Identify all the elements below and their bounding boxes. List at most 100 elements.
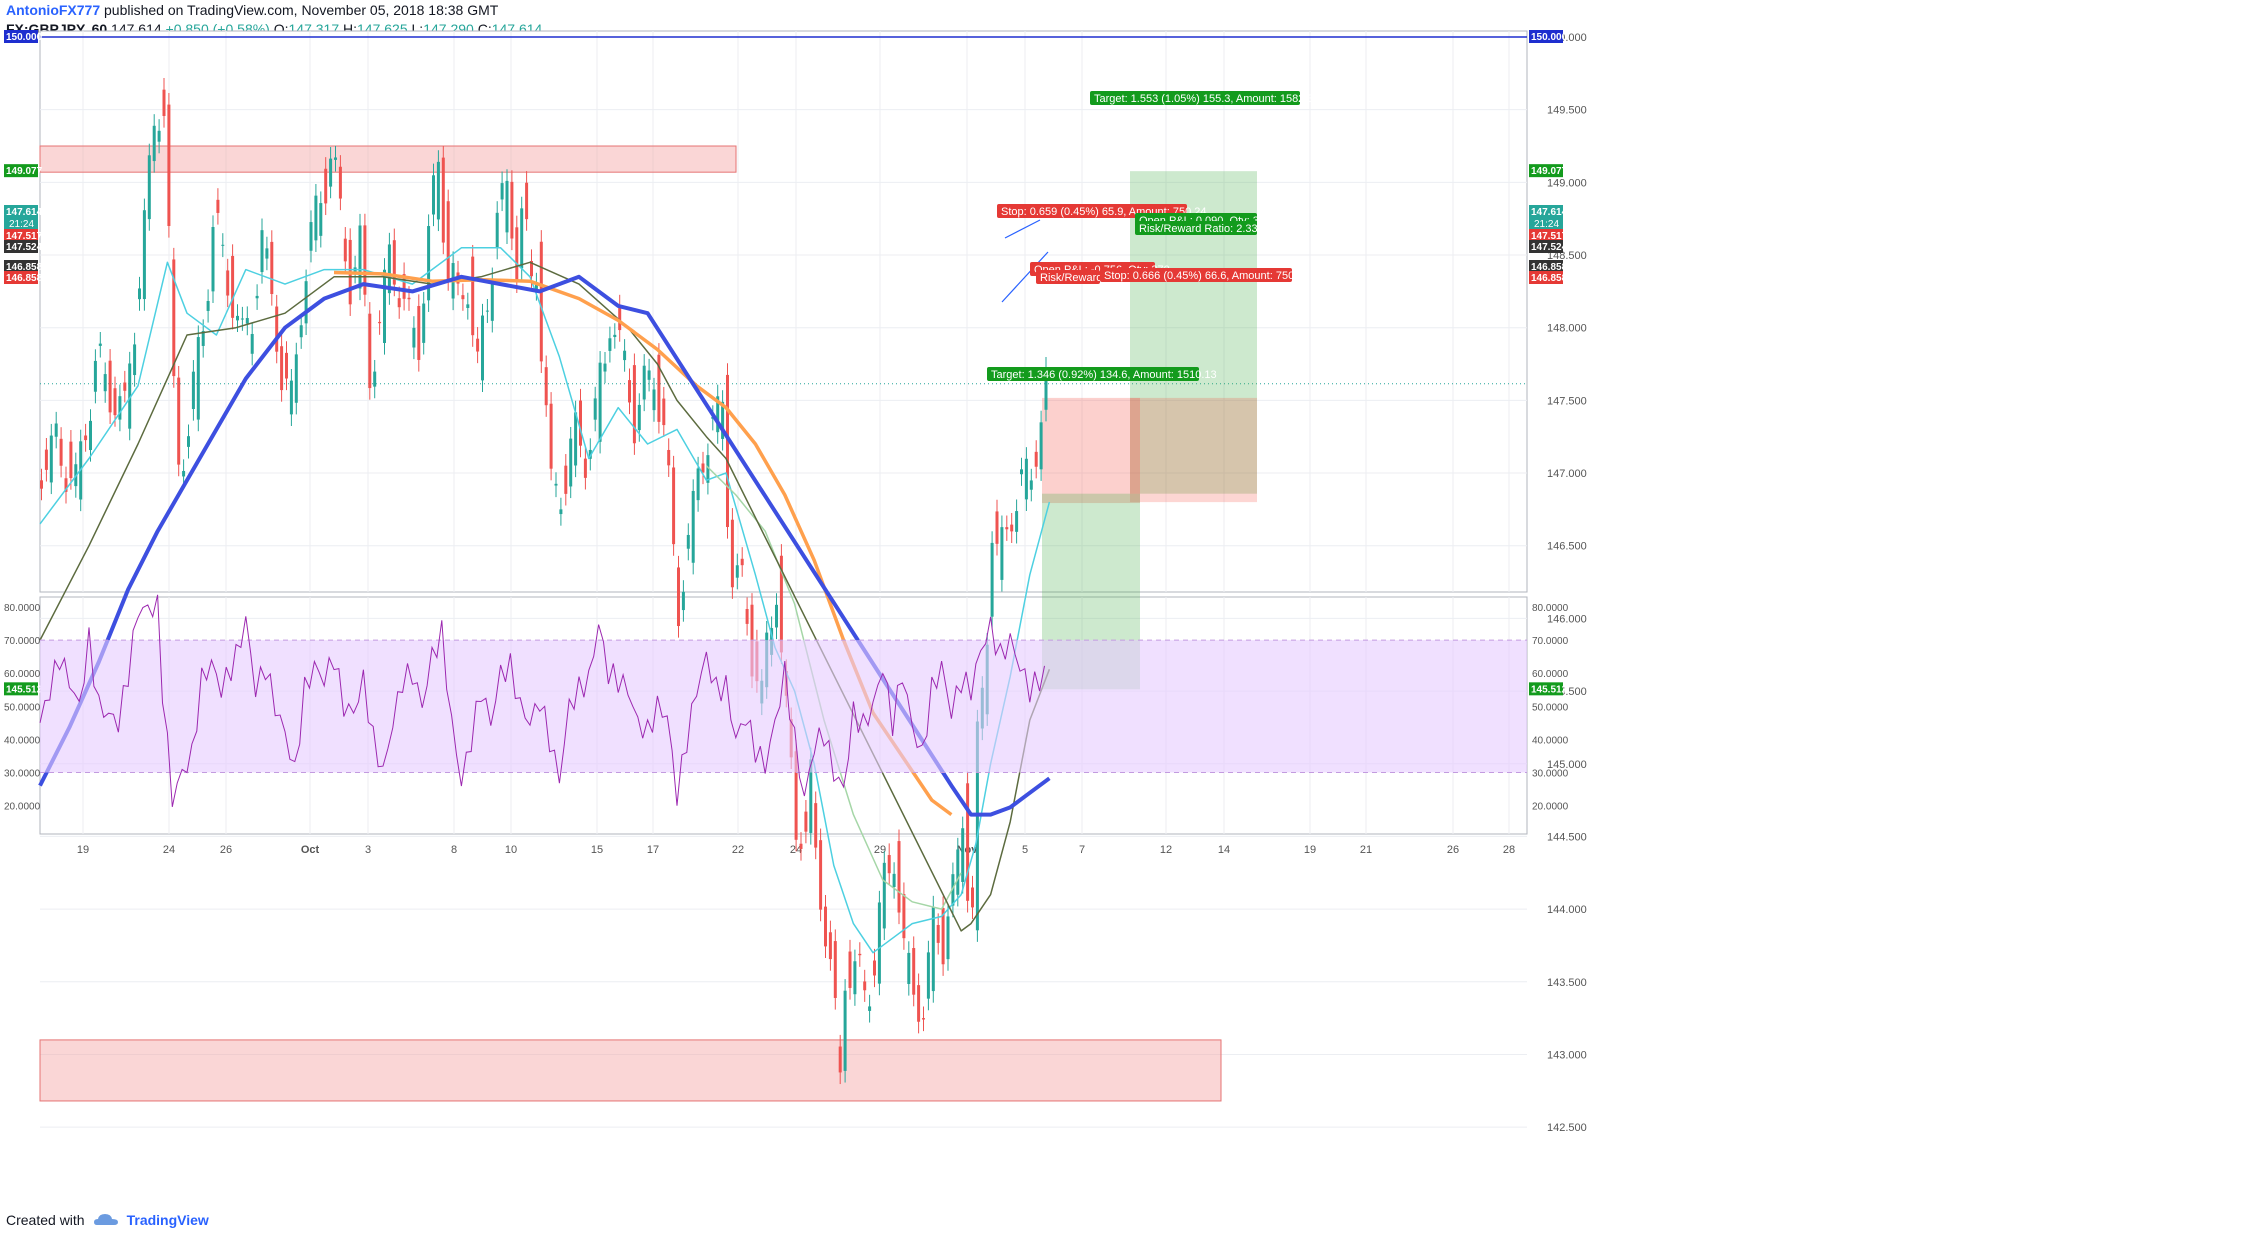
right-price-tag: 146.858	[1531, 273, 1568, 284]
candle	[255, 295, 259, 299]
left-price-tag-bg	[4, 271, 38, 284]
rsi-tick-right: 50.0000	[1532, 702, 1569, 713]
candle	[417, 305, 421, 360]
candle	[647, 370, 651, 380]
candle	[726, 374, 729, 528]
left-price-tag: 147.524	[6, 242, 43, 253]
left-price-tag-bg	[4, 260, 38, 273]
moving-average-line	[39, 247, 1051, 954]
time-tick-label: 28	[1503, 844, 1515, 856]
candle	[265, 248, 269, 259]
candle	[304, 281, 308, 324]
price-tick-label: 149.000	[1547, 177, 1587, 189]
candle	[201, 330, 205, 346]
author-link[interactable]: AntonioFX777	[6, 2, 101, 18]
candle	[559, 509, 563, 515]
rsi-band	[40, 640, 1527, 773]
left-price-tag: 149.077	[6, 166, 43, 177]
time-tick-label: 10	[505, 844, 517, 856]
candle	[309, 222, 313, 251]
price-tick-label: 143.500	[1547, 977, 1587, 989]
candle	[123, 382, 127, 391]
time-tick-label: 17	[647, 844, 659, 856]
moving-average-line	[39, 261, 1051, 932]
time-tick-label: 19	[77, 844, 89, 856]
rsi-tick-left: 60.0000	[4, 669, 41, 680]
candle	[877, 902, 881, 984]
time-tick-label: 24	[163, 844, 175, 856]
rsi-tick-right: 80.0000	[1532, 603, 1569, 614]
candle	[1015, 511, 1019, 532]
candle	[696, 468, 700, 501]
candle	[637, 404, 641, 431]
candle	[515, 227, 519, 282]
candle	[775, 604, 778, 628]
rsi-tick-right: 40.0000	[1532, 735, 1569, 746]
left-price-tag: 146.858	[6, 273, 43, 284]
candle	[1010, 524, 1014, 532]
left-price-tag-bg	[4, 229, 38, 242]
candle	[828, 932, 832, 960]
right-price-tag-bg	[1529, 240, 1563, 253]
candle	[618, 306, 622, 331]
candle	[716, 396, 720, 433]
candle	[549, 403, 553, 469]
candle	[554, 483, 558, 486]
candle	[1005, 527, 1009, 530]
publish-line: AntonioFX777 published on TradingView.co…	[6, 2, 498, 18]
candle	[863, 981, 867, 991]
candle	[907, 952, 911, 984]
candle	[897, 841, 901, 913]
short-stop-label-bg	[1100, 268, 1292, 282]
right-price-tag: 147.517	[1531, 231, 1568, 242]
candle	[289, 380, 293, 415]
candle	[628, 380, 631, 403]
time-tick-label: Oct	[301, 844, 320, 856]
candle	[735, 565, 739, 578]
candle	[422, 303, 426, 343]
candle	[1039, 422, 1043, 470]
candle	[461, 295, 465, 300]
candle	[378, 321, 382, 324]
candle	[466, 304, 470, 308]
candle	[446, 201, 450, 280]
candle	[873, 960, 876, 976]
candle	[206, 301, 210, 311]
candle	[236, 315, 239, 321]
candle	[226, 270, 230, 296]
candle	[49, 435, 53, 483]
candle	[858, 953, 862, 956]
candle	[177, 377, 181, 465]
candle	[397, 298, 401, 308]
time-tick-label: 14	[1218, 844, 1230, 856]
price-tick-label: 145.000	[1547, 759, 1587, 771]
candle	[912, 948, 916, 995]
long-rr-label: Risk/Reward Ratio: 2.33	[1139, 223, 1258, 235]
candle	[794, 751, 798, 840]
price-tick-label: 142.500	[1547, 1122, 1587, 1134]
candle	[432, 175, 435, 215]
candle	[598, 362, 602, 442]
time-tick-label: 7	[1079, 844, 1085, 856]
time-tick-label: 3	[365, 844, 371, 856]
candle	[623, 350, 627, 361]
resistance-zone	[39, 145, 737, 173]
candle	[946, 916, 950, 960]
time-tick-label: 22	[732, 844, 744, 856]
candle	[525, 182, 529, 220]
candle	[358, 225, 362, 289]
candle	[412, 327, 416, 348]
candle	[118, 396, 122, 420]
candle	[662, 398, 666, 426]
candle	[373, 371, 377, 387]
candle	[809, 759, 813, 833]
time-tick-label: 8	[451, 844, 457, 856]
candle	[54, 423, 58, 437]
short-stop-area	[1042, 397, 1140, 504]
rsi-tick-left: 80.0000	[4, 603, 41, 614]
tradingview-brand[interactable]: TradingView	[126, 1212, 209, 1228]
candle	[951, 874, 955, 906]
candle	[569, 438, 573, 487]
footer: Created with TradingView	[6, 1212, 209, 1228]
